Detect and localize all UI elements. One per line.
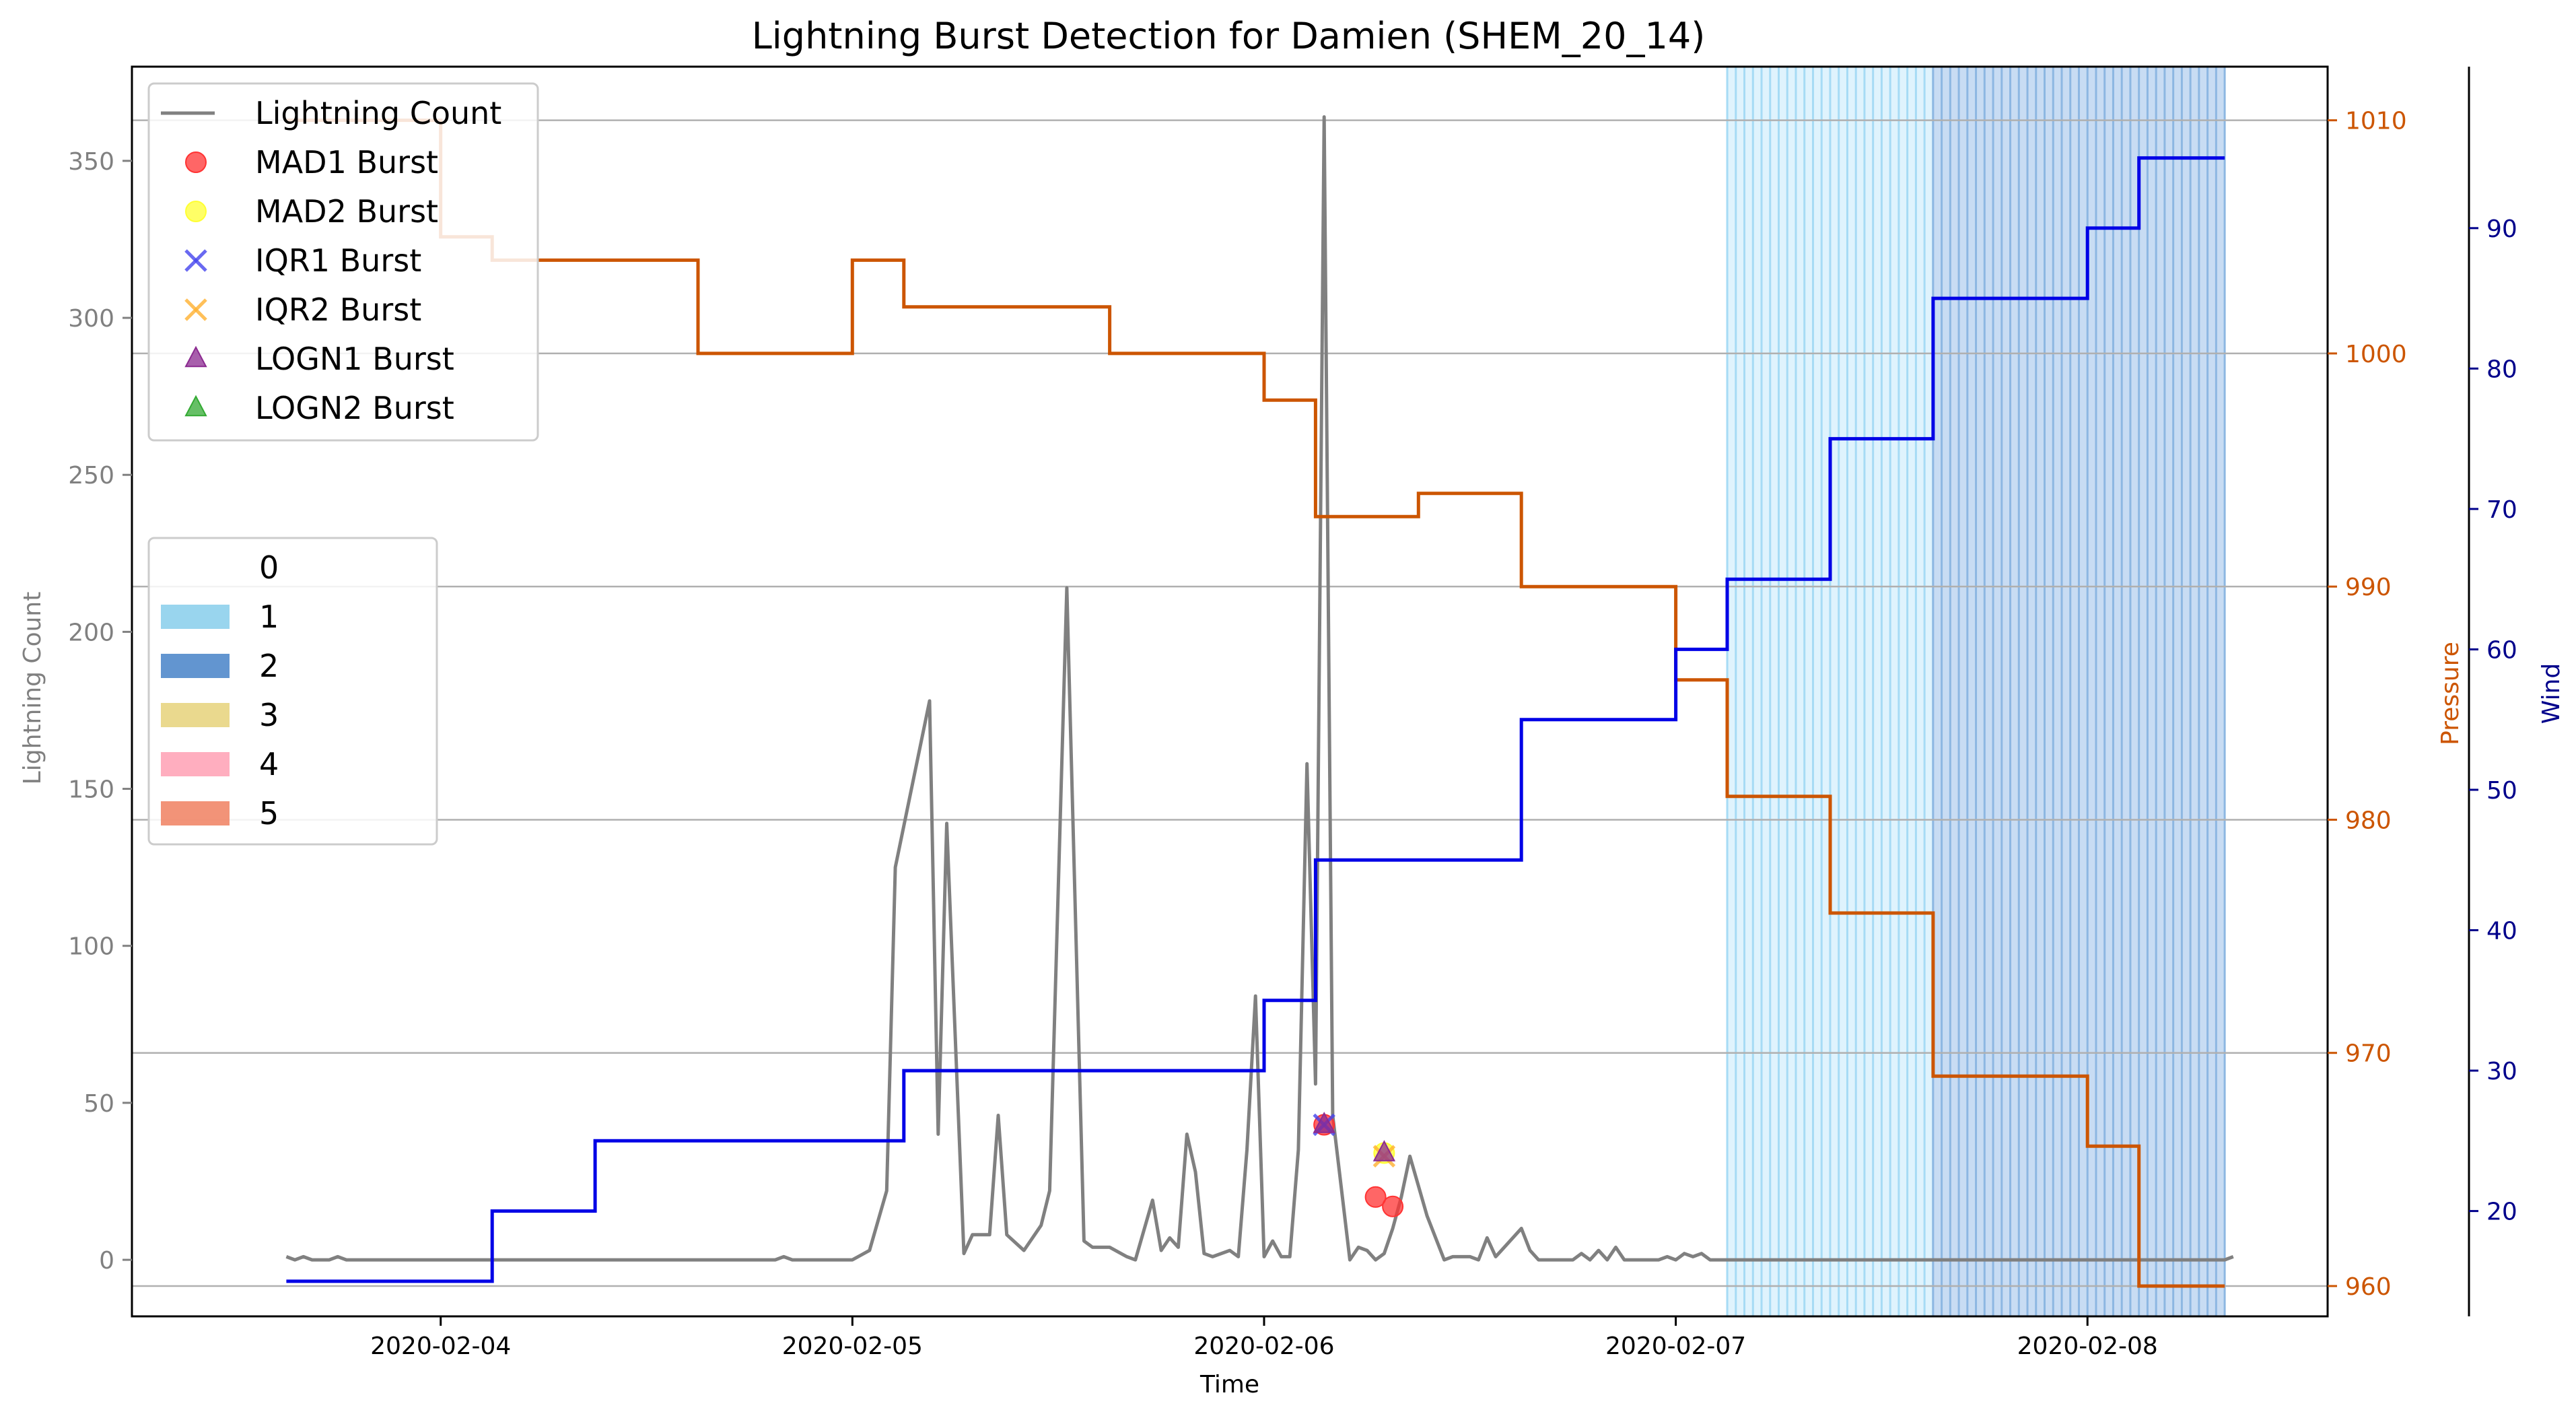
burst-markers — [1313, 1112, 1404, 1217]
axes: 2020-02-04 2020-02-05 2020-02-06 2020-02-07… — [68, 65, 2517, 1360]
y-left-tick-label: 200 — [68, 619, 114, 646]
legend-marker — [185, 201, 207, 222]
y-left-tick-label: 0 — [99, 1247, 114, 1275]
y-axis-left-title: Lightning Count — [19, 592, 46, 785]
legend-label: 3 — [259, 697, 279, 733]
legend-marker — [184, 395, 207, 417]
y-axis-pressure-title: Pressure — [2437, 642, 2464, 745]
y-left-tick-label: 250 — [68, 462, 114, 490]
y-wind-tick-label: 90 — [2486, 215, 2517, 243]
lightning-count-line — [285, 115, 2234, 1262]
x-tick-label: 2020-02-06 — [1193, 1333, 1334, 1360]
legend-label: 5 — [259, 795, 279, 832]
legend-swatch — [161, 703, 230, 727]
wind-line — [286, 156, 2225, 1283]
x-tick-label: 2020-02-08 — [2017, 1333, 2158, 1360]
legend-marker — [185, 151, 207, 173]
y-wind-tick-label: 30 — [2486, 1058, 2517, 1085]
x-axis-title: Time — [1199, 1371, 1259, 1398]
y-pressure-tick-label: 1000 — [2345, 341, 2407, 368]
y-wind-tick-label: 40 — [2486, 918, 2517, 945]
legend-swatch — [161, 654, 230, 678]
legend-label: LOGN1 Burst — [255, 341, 454, 377]
legend: Lightning Count MAD1 Burst MAD2 Burst IQR1 … — [147, 82, 539, 846]
y-left-tick-label: 150 — [68, 776, 114, 804]
burst-marker — [1364, 1186, 1387, 1208]
y-left-tick-label: 50 — [83, 1090, 114, 1118]
legend-label: 0 — [259, 549, 279, 586]
y-left-tick-label: 100 — [68, 933, 114, 961]
legend-label: 2 — [259, 648, 279, 684]
legend-label: 1 — [259, 599, 279, 635]
legend-marker — [184, 345, 207, 368]
legend-item: MAD2 Burst — [185, 193, 438, 230]
y-left-tick-label: 300 — [68, 305, 114, 333]
legend-item: 3 — [161, 697, 279, 733]
y-wind-tick-label: 20 — [2486, 1199, 2517, 1226]
y-pressure-tick-label: 960 — [2345, 1273, 2392, 1301]
series-lines — [285, 115, 2234, 1288]
legend-item: MAD1 Burst — [185, 144, 438, 180]
legend-item: 2 — [161, 648, 279, 684]
legend-label: 4 — [259, 746, 279, 782]
y-wind-tick-label: 50 — [2486, 777, 2517, 805]
y-pressure-tick-label: 1010 — [2345, 108, 2407, 135]
x-tick-label: 2020-02-07 — [1605, 1333, 1746, 1360]
pressure-line — [286, 119, 2225, 1288]
legend-item: LOGN2 Burst — [184, 390, 454, 426]
legend-item: IQR2 Burst — [184, 292, 421, 328]
y-wind-tick-label: 60 — [2486, 636, 2517, 664]
y-pressure-tick-label: 990 — [2345, 574, 2392, 601]
x-tick-label: 2020-02-05 — [782, 1333, 923, 1360]
legend-label: IQR2 Burst — [255, 292, 421, 328]
legend-label: IQR1 Burst — [255, 242, 421, 279]
chart-title: Lightning Burst Detection for Damien (SH… — [752, 15, 1706, 57]
legend-label: Lightning Count — [255, 95, 501, 131]
y-pressure-tick-label: 980 — [2345, 807, 2392, 834]
category-spans — [1726, 67, 2226, 1316]
legend-label: LOGN2 Burst — [255, 390, 454, 426]
legend-swatch — [161, 752, 230, 776]
category-legend-box — [147, 537, 438, 846]
legend-item: 0 — [259, 549, 279, 586]
burst-marker — [1382, 1195, 1404, 1217]
legend-swatch — [161, 801, 230, 825]
y-pressure-tick-label: 970 — [2345, 1040, 2392, 1068]
plot-frame — [131, 65, 2329, 1318]
burst-marker — [1313, 1112, 1335, 1133]
y-axis-wind-title: Wind — [2538, 663, 2565, 724]
legend-marker — [184, 249, 207, 272]
burst-marker — [1372, 1140, 1396, 1161]
y-wind-tick-label: 80 — [2486, 356, 2517, 383]
legend-item: 5 — [161, 795, 279, 832]
legend-item: LOGN1 Burst — [184, 341, 454, 377]
y-left-tick-label: 350 — [68, 148, 114, 176]
legend-swatch — [161, 605, 230, 629]
x-tick-label: 2020-02-04 — [370, 1333, 511, 1360]
legend-item: 1 — [161, 599, 279, 635]
legend-item: 4 — [161, 746, 279, 782]
legend-label: MAD2 Burst — [255, 193, 438, 230]
y-wind-tick-label: 70 — [2486, 496, 2517, 524]
legend-item: Lightning Count — [161, 95, 501, 131]
legend-label: MAD1 Burst — [255, 144, 438, 180]
legend-marker — [184, 298, 207, 321]
legend-item: IQR1 Burst — [184, 242, 421, 279]
series-legend-box — [147, 82, 539, 442]
